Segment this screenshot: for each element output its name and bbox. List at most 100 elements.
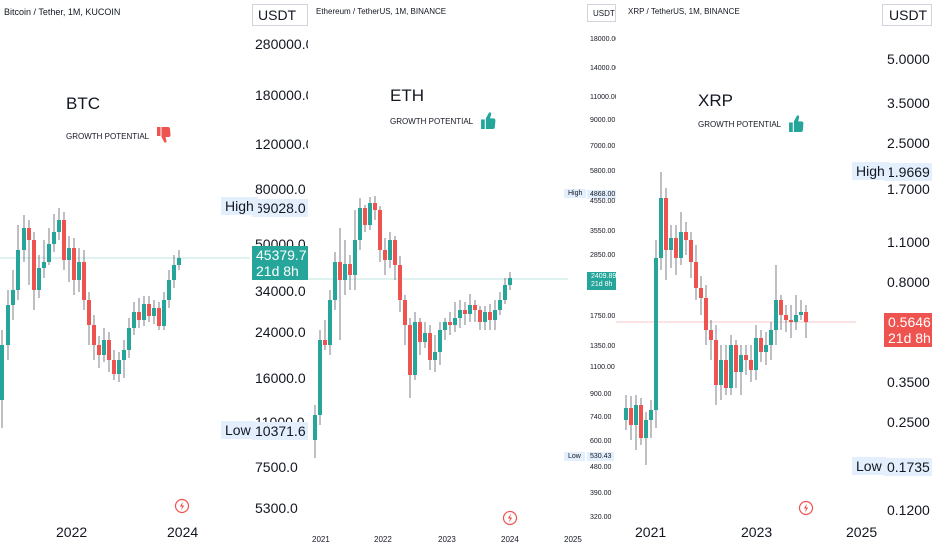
- high-label-tag: High: [221, 197, 258, 215]
- price-axis-label: 0.2500: [887, 414, 930, 430]
- last-price-value: 0.5646: [888, 314, 931, 330]
- candle: [674, 225, 678, 275]
- growth-potential-label: GROWTH POTENTIAL: [66, 131, 150, 141]
- candle: [734, 340, 738, 388]
- candle: [709, 320, 713, 360]
- eth-chart-panel[interactable]: Ethereum / TetherUS, 1M, BINANCE USDT ET…: [308, 0, 616, 550]
- candle: [784, 305, 788, 332]
- candle: [72, 238, 76, 295]
- coin-title: XRP: [698, 91, 733, 110]
- xrp-chart-panel[interactable]: XRP / TetherUS, 1M, BINANCE USDT XRP GRO…: [616, 0, 932, 550]
- price-axis-label: 80000.0: [255, 181, 306, 197]
- candle: [654, 240, 658, 428]
- price-axis-label: 18000.00: [590, 36, 616, 43]
- candle: [453, 302, 457, 332]
- time-axis-label: 2025: [564, 535, 582, 544]
- thumbs-up-icon: [481, 112, 496, 131]
- candle: [478, 306, 482, 330]
- candle: [122, 340, 126, 378]
- candle: [443, 318, 447, 340]
- candle: [403, 295, 407, 345]
- last-price-tag: 2409.89 21d 8h: [587, 272, 616, 291]
- candle: [82, 250, 86, 310]
- candle-countdown: 21d 8h: [256, 263, 299, 280]
- candle: [323, 320, 327, 350]
- time-axis-label: 2021: [312, 535, 330, 544]
- time-axis-label: 2025: [846, 524, 878, 540]
- candle: [729, 335, 733, 395]
- candle: [67, 236, 71, 282]
- price-axis-label: 24000.0: [255, 324, 306, 340]
- candle: [649, 400, 653, 438]
- candle: [137, 298, 141, 328]
- candle: [343, 240, 347, 295]
- time-axis-label: 2021: [635, 524, 667, 540]
- candle: [162, 292, 166, 330]
- candle: [107, 332, 111, 372]
- candle: [358, 198, 362, 250]
- candle: [132, 302, 136, 335]
- last-price-value: 45379.7: [256, 247, 307, 263]
- price-axis-label: 120000.0: [255, 136, 308, 152]
- candle: [669, 225, 673, 268]
- price-axis-label: 10371.6: [252, 422, 308, 440]
- lightning-icon[interactable]: [798, 500, 814, 521]
- price-axis-label: 3550.00: [590, 228, 616, 235]
- price-axis-label: 7000.00: [590, 143, 616, 150]
- lightning-icon[interactable]: [502, 510, 518, 531]
- candle: [498, 292, 502, 315]
- candle: [102, 328, 106, 362]
- price-axis-label: 0.1200: [887, 502, 930, 518]
- price-axis-label: 1350.00: [590, 343, 616, 350]
- lightning-icon[interactable]: [174, 498, 190, 519]
- candle: [493, 300, 497, 330]
- candle: [724, 345, 728, 395]
- candle: [127, 318, 131, 358]
- candle: [22, 215, 26, 262]
- growth-potential: GROWTH POTENTIAL: [698, 115, 804, 134]
- candle: [157, 302, 161, 330]
- candle: [789, 305, 793, 338]
- candle: [62, 212, 66, 270]
- price-axis-label: 0.1735: [884, 458, 932, 476]
- candle: [368, 197, 372, 230]
- coin-title: ETH: [390, 86, 424, 105]
- candle: [117, 352, 121, 382]
- currency-selector[interactable]: USDT: [252, 4, 308, 26]
- candle: [398, 256, 402, 312]
- growth-potential-label: GROWTH POTENTIAL: [698, 120, 782, 129]
- candle: [634, 395, 638, 450]
- currency-selector[interactable]: USDT: [587, 4, 616, 22]
- currency-selector[interactable]: USDT: [882, 4, 932, 26]
- time-axis-label: 2023: [438, 535, 456, 544]
- candle: [629, 396, 633, 440]
- candle: [37, 255, 41, 298]
- candle: [413, 312, 417, 380]
- candle: [92, 315, 96, 360]
- price-axis-label: 390.00: [590, 490, 612, 497]
- price-axis-label: 4550.00: [590, 198, 616, 205]
- candle: [508, 272, 512, 290]
- candle: [719, 345, 723, 400]
- candle: [739, 345, 743, 395]
- high-label-tag: High: [852, 162, 889, 180]
- candle: [313, 405, 317, 458]
- btc-chart-panel[interactable]: Bitcoin / Tether, 1M, KUCOIN USDT BTC GR…: [0, 0, 308, 550]
- candle: [142, 296, 146, 326]
- price-axis-label: 3.5000: [887, 95, 930, 111]
- candle: [423, 322, 427, 348]
- candle: [373, 196, 377, 220]
- candle: [16, 225, 20, 300]
- candle: [172, 255, 176, 288]
- candle: [147, 296, 151, 322]
- candle: [714, 325, 718, 405]
- price-axis-label: 530.43: [587, 452, 615, 461]
- candle: [433, 335, 437, 372]
- candle: [318, 330, 322, 425]
- time-axis-label: 2023: [741, 524, 773, 540]
- time-axis-label: 2024: [501, 535, 519, 544]
- btc-candles: [0, 208, 250, 428]
- price-axis-label: 1.7000: [887, 181, 930, 197]
- candle: [383, 238, 387, 275]
- candle: [463, 302, 467, 325]
